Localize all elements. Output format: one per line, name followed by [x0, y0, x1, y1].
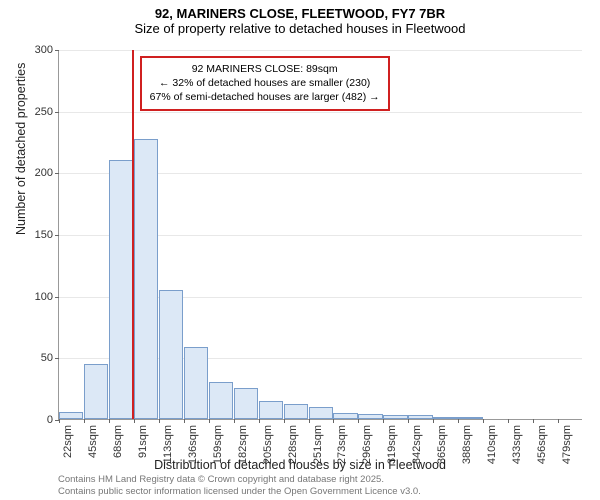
chart-area: 05010015020025030022sqm45sqm68sqm91sqm11… — [58, 50, 582, 420]
ytick-label: 0 — [47, 414, 53, 426]
histogram-bar — [84, 364, 108, 420]
xtick-mark — [433, 419, 434, 423]
annotation-line: 92 MARINERS CLOSE: 89sqm — [150, 62, 380, 76]
xtick-label: 91sqm — [137, 425, 149, 458]
ytick-label: 200 — [35, 167, 53, 179]
ytick-mark — [55, 112, 59, 113]
x-axis-label: Distribution of detached houses by size … — [0, 458, 600, 472]
xtick-mark — [209, 419, 210, 423]
ytick-label: 50 — [41, 352, 53, 364]
plot-region: 05010015020025030022sqm45sqm68sqm91sqm11… — [58, 50, 582, 420]
ytick-mark — [55, 358, 59, 359]
histogram-bar — [259, 401, 283, 420]
histogram-bar — [234, 388, 258, 419]
xtick-mark — [234, 419, 235, 423]
xtick-mark — [383, 419, 384, 423]
chart-title-sub: Size of property relative to detached ho… — [0, 21, 600, 36]
xtick-mark — [134, 419, 135, 423]
ytick-label: 150 — [35, 229, 53, 241]
histogram-bar — [209, 382, 233, 419]
annotation-line: ← 32% of detached houses are smaller (23… — [150, 76, 380, 90]
xtick-mark — [184, 419, 185, 423]
ytick-mark — [55, 50, 59, 51]
xtick-mark — [284, 419, 285, 423]
histogram-bar — [458, 417, 482, 419]
histogram-bar — [284, 404, 308, 419]
xtick-label: 22sqm — [62, 425, 74, 458]
xtick-mark — [333, 419, 334, 423]
annotation-box: 92 MARINERS CLOSE: 89sqm← 32% of detache… — [140, 56, 390, 111]
ytick-label: 300 — [35, 44, 53, 56]
chart-title-main: 92, MARINERS CLOSE, FLEETWOOD, FY7 7BR — [0, 6, 600, 21]
histogram-bar — [159, 290, 183, 420]
subject-marker-line — [132, 50, 134, 419]
chart-titles: 92, MARINERS CLOSE, FLEETWOOD, FY7 7BR S… — [0, 0, 600, 36]
xtick-mark — [483, 419, 484, 423]
histogram-bar — [134, 139, 158, 419]
xtick-mark — [408, 419, 409, 423]
footer-line-1: Contains HM Land Registry data © Crown c… — [58, 474, 421, 486]
histogram-bar — [109, 160, 133, 419]
ytick-label: 100 — [35, 291, 53, 303]
xtick-mark — [358, 419, 359, 423]
xtick-mark — [458, 419, 459, 423]
y-axis-label: Number of detached properties — [14, 63, 28, 235]
gridline — [59, 112, 582, 113]
ytick-label: 250 — [35, 106, 53, 118]
histogram-bar — [333, 413, 357, 419]
xtick-mark — [508, 419, 509, 423]
footer-attribution: Contains HM Land Registry data © Crown c… — [58, 474, 421, 498]
histogram-bar — [184, 347, 208, 419]
footer-line-2: Contains public sector information licen… — [58, 486, 421, 498]
xtick-mark — [159, 419, 160, 423]
xtick-mark — [84, 419, 85, 423]
xtick-mark — [59, 419, 60, 423]
ytick-mark — [55, 235, 59, 236]
histogram-bar — [358, 414, 382, 419]
histogram-bar — [59, 412, 83, 419]
ytick-mark — [55, 297, 59, 298]
ytick-mark — [55, 173, 59, 174]
xtick-mark — [558, 419, 559, 423]
histogram-bar — [309, 407, 333, 419]
xtick-mark — [309, 419, 310, 423]
gridline — [59, 50, 582, 51]
histogram-bar — [383, 415, 407, 419]
xtick-label: 45sqm — [87, 425, 99, 458]
xtick-mark — [109, 419, 110, 423]
annotation-line: 67% of semi-detached houses are larger (… — [150, 90, 380, 104]
xtick-label: 68sqm — [112, 425, 124, 458]
histogram-bar — [408, 415, 432, 419]
xtick-mark — [533, 419, 534, 423]
xtick-mark — [259, 419, 260, 423]
histogram-bar — [433, 417, 457, 419]
